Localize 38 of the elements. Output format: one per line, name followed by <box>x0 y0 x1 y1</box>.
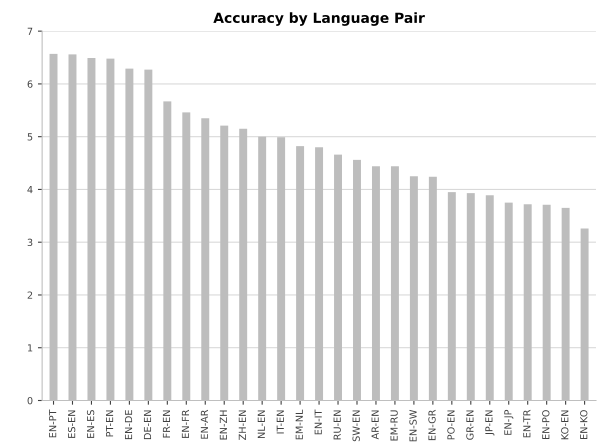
x-tick-label: KO-EN <box>561 410 568 440</box>
x-tick-label: ES-EN <box>68 410 76 438</box>
y-tick-label: 6 <box>28 80 32 88</box>
chart-title: Accuracy by Language Pair <box>213 12 425 26</box>
x-tick-label: GR-EN <box>466 410 474 440</box>
y-tick-label: 7 <box>28 28 32 35</box>
x-tick-label: EN-FR <box>182 410 189 438</box>
x-tick-label: EM-RU <box>390 410 398 440</box>
x-tick-label: EN-SW <box>409 410 417 442</box>
y-tick-label: 3 <box>28 238 32 246</box>
x-tick-label: PT-EN <box>106 410 114 436</box>
y-tick-label: 1 <box>28 344 32 352</box>
x-tick-label: EN-GR <box>428 410 436 440</box>
x-tick-label: EN-PO <box>542 410 550 440</box>
x-tick-label: NL-EN <box>258 410 265 438</box>
x-tick-label: EN-IT <box>314 410 322 434</box>
x-tick-label: FR-EN <box>162 410 170 438</box>
x-tick-label: EN-TR <box>523 410 530 438</box>
y-tick-label: 5 <box>28 133 32 141</box>
x-tick-label: EM-NL <box>296 410 303 440</box>
x-tick-label: RU-EN <box>334 410 341 440</box>
x-tick-label: EN-JP <box>504 410 514 435</box>
y-tick-label: 4 <box>27 186 33 194</box>
x-tick-label: SW-EN <box>352 410 360 442</box>
x-tick-label: PO-EN <box>447 410 455 440</box>
x-tick-label: EN-AR <box>200 410 208 439</box>
x-tick-label: ZH-EN <box>238 410 246 440</box>
x-tick-label: AR-EN <box>372 410 379 440</box>
x-tick-label: DE-EN <box>144 410 152 440</box>
x-tick-label: EN-ES <box>86 410 94 438</box>
x-tick-label: IT-EN <box>276 410 284 434</box>
x-tick-label: EN-DE <box>124 410 132 440</box>
x-tick-label: EN-PT <box>49 410 56 438</box>
y-tick-label: 0 <box>28 396 32 404</box>
y-tick-label: 2 <box>28 291 32 299</box>
x-tick-label: JP-EN <box>485 410 494 436</box>
x-tick-label: EN-KO <box>580 410 588 439</box>
x-tick-label: EN-ZH <box>220 410 227 440</box>
